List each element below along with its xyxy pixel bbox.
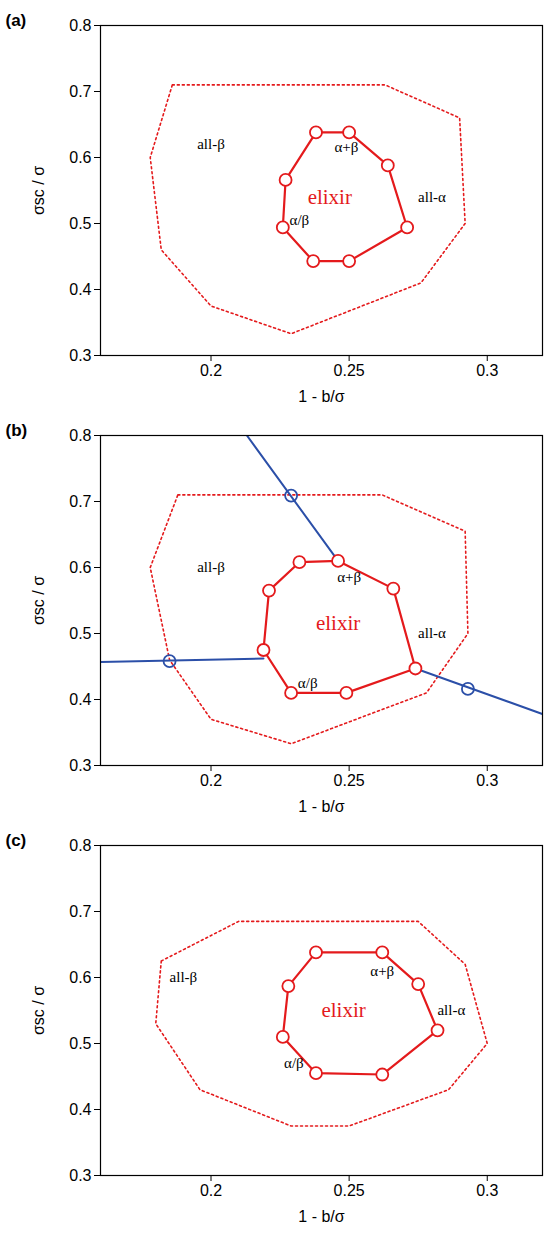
svg-text:σsc / σ: σsc / σ: [30, 166, 47, 215]
svg-text:elixir: elixir: [321, 998, 365, 1022]
svg-text:0.4: 0.4: [69, 691, 91, 708]
svg-text:α/β: α/β: [284, 1055, 304, 1071]
svg-text:0.6: 0.6: [69, 149, 91, 166]
svg-text:elixir: elixir: [308, 185, 352, 209]
svg-text:0.7: 0.7: [69, 903, 91, 920]
svg-text:0.25: 0.25: [334, 362, 365, 379]
svg-text:α+β: α+β: [370, 963, 394, 979]
svg-text:0.2: 0.2: [200, 772, 222, 789]
svg-text:(c): (c): [6, 831, 27, 850]
svg-text:0.4: 0.4: [69, 281, 91, 298]
svg-text:0.3: 0.3: [69, 1167, 91, 1184]
svg-text:all-α: all-α: [418, 189, 446, 205]
svg-text:1 - b/σ: 1 - b/σ: [298, 1208, 344, 1225]
svg-text:0.6: 0.6: [69, 969, 91, 986]
svg-text:0.7: 0.7: [69, 493, 91, 510]
svg-text:0.8: 0.8: [69, 837, 91, 854]
svg-text:all-α: all-α: [437, 1002, 465, 1018]
svg-text:all-β: all-β: [197, 559, 225, 575]
svg-text:0.2: 0.2: [200, 1182, 222, 1199]
svg-text:0.4: 0.4: [69, 1101, 91, 1118]
svg-text:α/β: α/β: [298, 675, 318, 691]
svg-text:1 - b/σ: 1 - b/σ: [298, 798, 344, 815]
svg-text:0.3: 0.3: [476, 362, 498, 379]
svg-text:0.8: 0.8: [69, 427, 91, 444]
svg-text:α+β: α+β: [334, 139, 358, 155]
svg-text:0.3: 0.3: [69, 757, 91, 774]
svg-text:all-β: all-β: [197, 136, 225, 152]
svg-text:0.5: 0.5: [69, 215, 91, 232]
svg-text:elixir: elixir: [316, 611, 360, 635]
svg-text:(b): (b): [6, 421, 28, 440]
svg-text:0.25: 0.25: [334, 1182, 365, 1199]
svg-text:1 - b/σ: 1 - b/σ: [298, 388, 344, 405]
svg-text:0.5: 0.5: [69, 1035, 91, 1052]
svg-text:0.3: 0.3: [69, 347, 91, 364]
svg-text:0.5: 0.5: [69, 625, 91, 642]
svg-text:0.8: 0.8: [69, 17, 91, 34]
svg-text:0.2: 0.2: [200, 362, 222, 379]
svg-text:(a): (a): [6, 11, 27, 30]
svg-text:0.6: 0.6: [69, 559, 91, 576]
svg-text:0.7: 0.7: [69, 83, 91, 100]
svg-text:σsc / σ: σsc / σ: [30, 986, 47, 1035]
svg-text:σsc / σ: σsc / σ: [30, 576, 47, 625]
svg-text:all-α: all-α: [418, 625, 446, 641]
svg-text:0.3: 0.3: [476, 1182, 498, 1199]
svg-text:0.25: 0.25: [334, 772, 365, 789]
svg-text:all-β: all-β: [170, 969, 198, 985]
svg-text:0.3: 0.3: [476, 772, 498, 789]
svg-text:α+β: α+β: [337, 569, 361, 585]
svg-text:α/β: α/β: [290, 212, 310, 228]
